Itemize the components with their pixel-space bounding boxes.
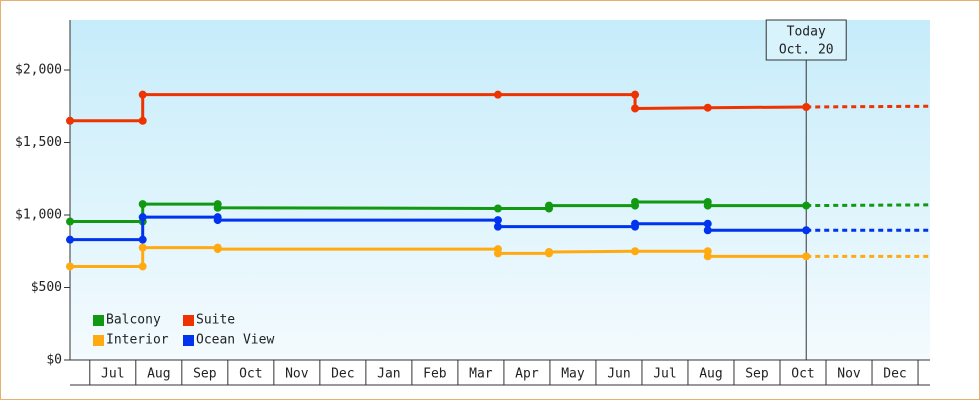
series-line: [70, 93, 807, 123]
point: [493, 216, 502, 225]
x-tick-label: Sep: [745, 367, 769, 382]
legend-label: Interior: [106, 333, 169, 348]
x-tick-label: May: [561, 367, 585, 382]
y-tick-label: $0: [46, 353, 62, 368]
point: [66, 116, 74, 125]
y-tick-label: $2,000: [15, 63, 62, 78]
point: [802, 102, 811, 111]
y-tick-label: $1,500: [15, 135, 62, 150]
x-tick-label: Nov: [285, 367, 309, 382]
point: [138, 262, 147, 271]
y-tick-label: $500: [31, 280, 62, 295]
x-tick-label: Dec: [331, 367, 354, 382]
point: [631, 247, 640, 256]
point: [631, 197, 640, 206]
x-tick-label: Feb: [423, 367, 447, 382]
y-tick-label: $1,000: [15, 208, 62, 223]
point: [213, 245, 222, 254]
forecast-line: [806, 203, 931, 208]
point: [703, 201, 712, 210]
point: [138, 213, 147, 222]
point: [138, 116, 147, 125]
x-tick-label: Jun: [607, 367, 630, 382]
legend-swatch: [93, 335, 104, 346]
point: [703, 103, 712, 112]
forecast-line: [806, 104, 931, 109]
point: [802, 226, 811, 235]
x-tick-label: Jul: [101, 367, 124, 382]
point: [545, 201, 554, 210]
point: [493, 222, 502, 231]
point: [545, 247, 554, 256]
point: [138, 200, 147, 209]
today-label: Oct. 20: [779, 43, 834, 58]
x-tick-label: Apr: [515, 367, 539, 382]
point: [631, 104, 640, 113]
legend-label: Balcony: [106, 313, 161, 328]
x-tick-label: Jan: [377, 367, 400, 382]
point: [66, 262, 74, 271]
plot-area: [70, 20, 930, 360]
legend-swatch: [183, 335, 194, 346]
point: [66, 217, 74, 226]
x-tick-label: Sep: [193, 367, 217, 382]
x-tick-label: Aug: [147, 367, 170, 382]
x-tick-label: Jul: [653, 367, 676, 382]
today-label: Today: [787, 25, 826, 40]
point: [213, 203, 222, 212]
point: [493, 90, 502, 99]
legend-label: Suite: [196, 313, 235, 328]
point: [703, 252, 712, 261]
legend-swatch: [93, 315, 104, 326]
x-tick-label: Aug: [699, 367, 722, 382]
point: [66, 235, 74, 244]
point: [631, 219, 640, 228]
point: [493, 249, 502, 258]
point: [493, 204, 502, 213]
x-tick-label: Oct: [791, 367, 814, 382]
legend-swatch: [183, 315, 194, 326]
x-tick-label: Oct: [239, 367, 262, 382]
point: [802, 201, 811, 210]
point: [631, 90, 640, 99]
point: [138, 235, 147, 244]
x-tick-label: Dec: [883, 367, 906, 382]
legend-label: Ocean View: [196, 333, 274, 348]
point: [703, 226, 712, 235]
today-box: [765, 19, 847, 61]
point: [703, 219, 712, 228]
point: [138, 90, 147, 99]
point: [138, 243, 147, 252]
x-tick-label: Mar: [469, 367, 493, 382]
point: [213, 216, 222, 225]
x-tick-label: Nov: [837, 367, 861, 382]
point: [802, 252, 811, 261]
